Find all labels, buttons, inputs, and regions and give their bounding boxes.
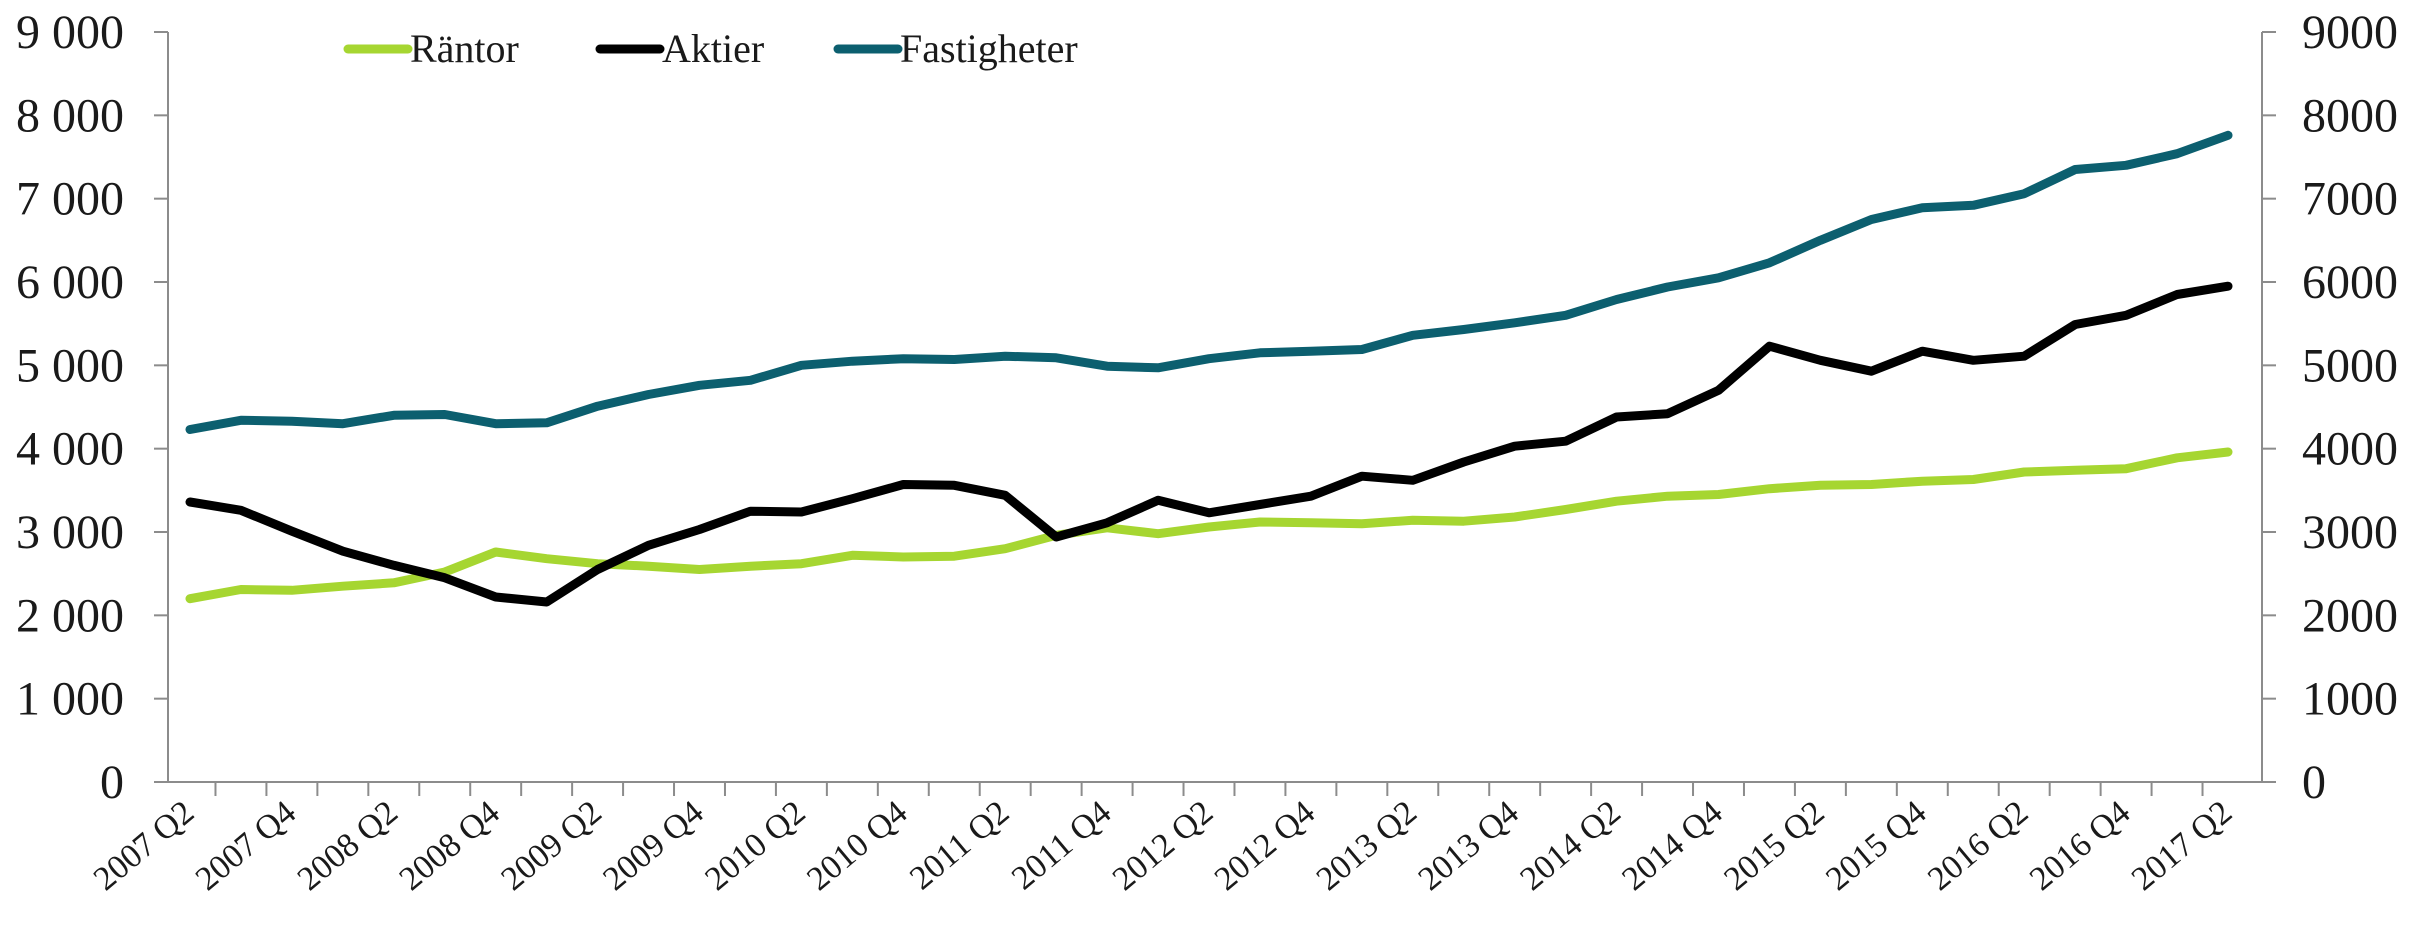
left-y-tick-label: 8 000 (16, 89, 124, 142)
x-tick-label: 2012 Q2 (1106, 794, 1220, 898)
right-y-tick-label: 4000 (2302, 423, 2398, 476)
x-tick-label: 2007 Q4 (189, 794, 303, 898)
x-tick-label: 2011 Q2 (903, 794, 1016, 897)
legend-label-aktier: Aktier (662, 26, 764, 71)
legend-label-räntor: Räntor (410, 26, 519, 71)
left-y-tick-label: 4 000 (16, 423, 124, 476)
right-y-tick-label: 6000 (2302, 256, 2398, 309)
series-group (185, 130, 2233, 607)
legend-label-fastigheter: Fastigheter (900, 26, 1078, 71)
x-tick-label: 2009 Q4 (596, 794, 710, 898)
left-y-tick-label: 6 000 (16, 256, 124, 309)
x-tick-label: 2008 Q4 (393, 794, 507, 898)
x-tick-label: 2010 Q4 (800, 794, 914, 898)
x-tick-label: 2012 Q4 (1208, 794, 1322, 898)
right-y-tick-label: 0 (2302, 756, 2326, 809)
right-y-tick-label: 1000 (2302, 673, 2398, 726)
x-tick-label: 2014 Q2 (1514, 794, 1628, 898)
right-y-tick-label: 3000 (2302, 506, 2398, 559)
x-tick-label: 2016 Q4 (2023, 794, 2137, 898)
x-tick-label: 2008 Q2 (291, 794, 405, 898)
right-y-tick-label: 9000 (2302, 6, 2398, 59)
x-tick-label: 2015 Q4 (1819, 794, 1933, 898)
x-tick-label: 2014 Q4 (1615, 794, 1729, 898)
x-tick-label: 2013 Q2 (1310, 794, 1424, 898)
axes (167, 32, 2263, 783)
x-tick-label: 2010 Q2 (698, 794, 812, 898)
x-tick-label: 2009 Q2 (495, 794, 609, 898)
x-tick-label: 2013 Q4 (1412, 794, 1526, 898)
x-tick-label: 2007 Q2 (87, 794, 201, 898)
series-line-räntor (185, 447, 2233, 604)
series-line-fastigheter (185, 130, 2233, 434)
left-y-tick-label: 7 000 (16, 173, 124, 226)
left-y-tick-label: 2 000 (16, 589, 124, 642)
x-tick-label: 2011 Q4 (1005, 794, 1118, 897)
legend: Räntor Aktier Fastigheter (343, 26, 1078, 71)
right-y-tick-label: 8000 (2302, 89, 2398, 142)
left-y-tick-label: 0 (100, 756, 124, 809)
left-y-tick-label: 9 000 (16, 6, 124, 59)
x-tick-label: 2016 Q2 (1921, 794, 2035, 898)
right-y-tick-label: 7000 (2302, 173, 2398, 226)
right-y-tick-group: 0 1000 2000 3000 4000 5000 6000 7000 8000 9000 (2262, 6, 2398, 809)
right-y-tick-label: 2000 (2302, 589, 2398, 642)
left-y-tick-label: 5 000 (16, 339, 124, 392)
x-tick-label: 2017 Q2 (2125, 794, 2239, 898)
x-tick-label: 2015 Q2 (1717, 794, 1831, 898)
left-y-tick-label: 3 000 (16, 506, 124, 559)
left-y-tick-label: 1 000 (16, 673, 124, 726)
left-y-tick-group: 0 1 000 2 000 3 000 4 000 5 000 6 000 7 000 8 00… (16, 6, 168, 809)
right-y-tick-label: 5000 (2302, 339, 2398, 392)
series-line-aktier (185, 281, 2233, 607)
